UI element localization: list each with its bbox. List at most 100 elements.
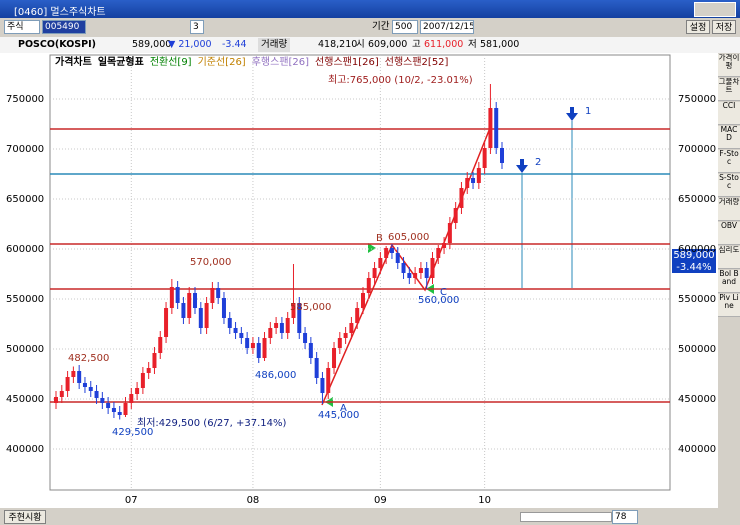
candle-body	[71, 371, 76, 377]
y2-tick-label: 550000	[678, 294, 716, 305]
indicator-button[interactable]: Bol Band	[718, 270, 740, 293]
low: 581,000	[480, 39, 520, 50]
candle-body	[337, 338, 342, 348]
candle-body	[297, 303, 302, 333]
candle-body	[164, 308, 169, 337]
chart-bg	[0, 53, 718, 508]
arrow-b	[368, 243, 376, 253]
market-select[interactable]: 주식	[4, 20, 40, 34]
candle-body	[135, 388, 140, 394]
num-input[interactable]: 3	[190, 20, 204, 34]
candle-body	[378, 258, 383, 268]
y2-tick-label: 650000	[678, 194, 716, 205]
candle-body	[245, 338, 250, 348]
y2-tick-label: 700000	[678, 144, 716, 155]
candle-body	[366, 278, 371, 293]
annotation: 482,500	[68, 353, 109, 364]
change: ▼ 21,000	[168, 39, 212, 50]
legend-entry: 선행스팬2[52]	[385, 56, 449, 68]
candle-body	[193, 293, 198, 308]
candle-body	[117, 412, 122, 415]
candle-body	[82, 383, 87, 387]
candle-body	[384, 248, 389, 258]
low-label: 저	[468, 39, 477, 50]
candle-body	[349, 323, 354, 333]
window-title: [0460] 멀스주식차트	[14, 7, 106, 18]
annotation: 585,000	[290, 302, 331, 313]
annotation: 429,500	[112, 427, 153, 438]
candle-body	[476, 168, 481, 183]
candle-body	[100, 398, 105, 403]
annotation: C	[440, 287, 447, 298]
save-button[interactable]: 저장	[712, 20, 736, 34]
status-button[interactable]: 주현시황	[4, 510, 46, 524]
arrow-1	[566, 107, 578, 121]
price: 589,000	[132, 39, 172, 50]
candle-body	[314, 358, 319, 378]
candle-body	[106, 403, 111, 408]
toolbar: 주식 005490 3 일주월분틱 151030 기간 500 2007/12/…	[0, 18, 740, 52]
candle-body	[59, 391, 64, 397]
candle-body	[303, 333, 308, 343]
status-bar: 주현시황 78	[0, 508, 740, 525]
range-input[interactable]: 500	[392, 20, 418, 34]
volume: 418,210	[318, 39, 358, 50]
candle-body	[152, 353, 157, 368]
indicator-button[interactable]: CCI	[718, 102, 740, 125]
indicator-button[interactable]: OBV	[718, 222, 740, 245]
annotation: 605,000	[388, 232, 429, 243]
candle-body	[216, 288, 221, 298]
candle-body	[308, 343, 313, 358]
settings-button[interactable]: 설정	[686, 20, 710, 34]
candle-body	[204, 303, 209, 328]
indicator-button[interactable]: 심리도	[718, 246, 740, 269]
high: 611,000	[424, 39, 464, 50]
candle-body	[465, 178, 470, 188]
y-tick-label: 450000	[6, 394, 44, 405]
zoom-input[interactable]: 78	[612, 510, 638, 524]
indicator-button[interactable]: F-Stoc	[718, 150, 740, 173]
candle-body	[181, 303, 186, 318]
open: 609,000	[368, 39, 408, 50]
indicator-button[interactable]: 가격이평	[718, 54, 740, 77]
annotation: 486,000	[255, 370, 296, 381]
quote-bar: POSCO(KOSPI) 589,000 ▼ 21,000 -3.44 거래량 …	[0, 37, 740, 53]
annotation: 최고:765,000 (10/2, -23.01%)	[328, 74, 473, 86]
candle-body	[447, 223, 452, 243]
range-label: 기간	[372, 21, 390, 32]
indicator-button[interactable]: Piv Line	[718, 294, 740, 317]
indicator-button[interactable]: 그물차트	[718, 78, 740, 101]
scrollbar[interactable]	[520, 512, 612, 522]
annotation: 최저:429,500 (6/27, +37.14%)	[137, 417, 287, 429]
code-input[interactable]: 005490	[42, 20, 86, 34]
indicator-button[interactable]: MACD	[718, 126, 740, 149]
candle-body	[389, 248, 394, 253]
y2-tick-label: 600000	[678, 244, 716, 255]
date-input[interactable]: 2007/12/15	[420, 20, 474, 34]
y-tick-label: 400000	[6, 444, 44, 455]
candle-body	[320, 378, 325, 393]
candle-body	[175, 287, 180, 303]
chart: 400000 400000 450000 450000 500000 500000 5500…	[0, 53, 718, 508]
legend-entry: 전환선[9]	[150, 56, 192, 68]
candle-body	[158, 337, 163, 353]
indicator-button[interactable]: 거래량	[718, 198, 740, 221]
candle-body	[140, 373, 145, 388]
window-controls[interactable]	[694, 2, 736, 17]
candle-body	[268, 328, 273, 338]
indicator-button[interactable]: S-Stoc	[718, 174, 740, 197]
open-label: 시	[356, 39, 365, 50]
arrow-2	[516, 159, 528, 173]
candle-body	[210, 288, 215, 303]
annotation: 570,000	[190, 257, 231, 268]
y-tick-label: 550000	[6, 294, 44, 305]
y2-tick-label: 750000	[678, 94, 716, 105]
candle-body	[285, 318, 290, 333]
candle-body	[494, 108, 499, 148]
candle-body	[250, 343, 255, 348]
candle-body	[65, 377, 70, 391]
candle-body	[459, 188, 464, 208]
annotation: 1	[585, 106, 591, 117]
x-tick-label: 08	[247, 495, 260, 506]
annotation: 560,000	[418, 295, 459, 306]
